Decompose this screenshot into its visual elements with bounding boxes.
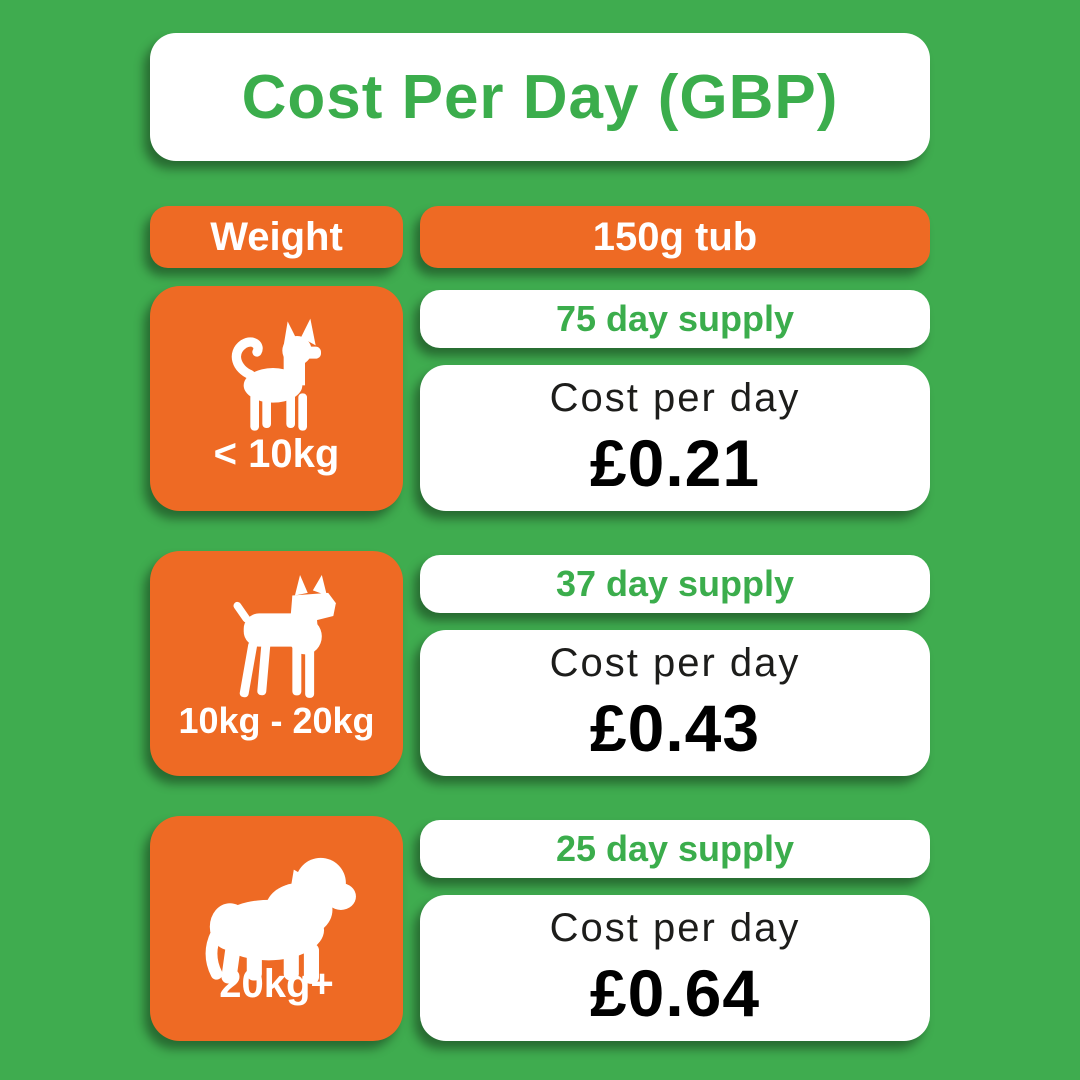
- weight-tile-medium: 10kg - 20kg: [150, 551, 403, 776]
- cost-per-day-value: £0.64: [589, 955, 761, 1030]
- title-card: Cost Per Day (GBP): [150, 33, 930, 161]
- cost-per-day-label: Cost per day: [549, 640, 801, 685]
- cost-column-large: 25 day supply Cost per day £0.64: [420, 820, 930, 1041]
- cost-column-small: 75 day supply Cost per day £0.21: [420, 290, 930, 511]
- supply-badge: 25 day supply: [420, 820, 930, 878]
- row-small-dog: < 10kg 75 day supply Cost per day £0.21: [150, 286, 930, 511]
- cost-card: Cost per day £0.64: [420, 895, 930, 1041]
- cost-per-day-value: £0.21: [589, 425, 761, 500]
- weight-tile-small: < 10kg: [150, 286, 403, 511]
- weight-label: 10kg - 20kg: [178, 700, 375, 741]
- supply-badge: 75 day supply: [420, 290, 930, 348]
- row-large-dog: 20kg+ 25 day supply Cost per day £0.64: [150, 816, 930, 1041]
- weight-label: 20kg+: [219, 962, 334, 1006]
- supply-label: 37 day supply: [555, 563, 795, 604]
- supply-label: 75 day supply: [555, 298, 795, 339]
- row-medium-dog: 10kg - 20kg 37 day supply Cost per day £…: [150, 551, 930, 776]
- product-column-header: 150g tub: [420, 206, 930, 268]
- cost-per-day-value: £0.43: [589, 690, 761, 765]
- weight-label: < 10kg: [213, 432, 340, 476]
- small-dog-icon: [231, 318, 321, 431]
- medium-dog-icon: [232, 575, 336, 698]
- large-dog-icon: [205, 857, 356, 984]
- cost-card: Cost per day £0.21: [420, 365, 930, 511]
- cost-card: Cost per day £0.43: [420, 630, 930, 776]
- weight-tile-large: 20kg+: [150, 816, 403, 1041]
- supply-badge: 37 day supply: [420, 555, 930, 613]
- weight-header-label: Weight: [210, 214, 343, 259]
- cost-per-day-label: Cost per day: [549, 375, 801, 420]
- weight-column-header: Weight: [150, 206, 403, 268]
- supply-label: 25 day supply: [555, 828, 795, 869]
- product-header-label: 150g tub: [592, 214, 758, 259]
- cost-per-day-label: Cost per day: [549, 905, 801, 950]
- page-title: Cost Per Day (GBP): [241, 62, 839, 132]
- cost-column-medium: 37 day supply Cost per day £0.43: [420, 555, 930, 776]
